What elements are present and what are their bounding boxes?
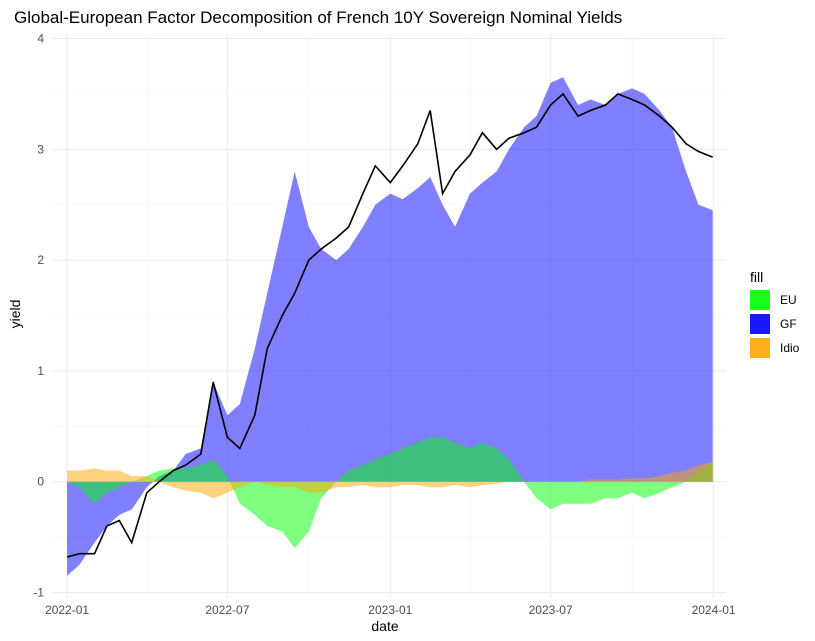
area-idio (67, 461, 713, 499)
y-tick-label: -1 (33, 585, 44, 599)
y-tick-label: 0 (37, 475, 44, 489)
x-tick-label: 2023-07 (529, 603, 573, 617)
x-tick-label: 2023-01 (368, 603, 412, 617)
y-tick-label: 3 (37, 142, 44, 156)
legend-swatch-idio (750, 338, 770, 358)
x-axis-title: date (371, 618, 398, 634)
legend-swatch-gf (750, 314, 770, 334)
y-tick-label: 2 (37, 253, 44, 267)
x-tick-label: 2022-07 (205, 603, 249, 617)
x-tick-label: 2024-01 (692, 603, 736, 617)
yield-line (66, 92, 713, 558)
legend-label-eu: EU (780, 293, 797, 307)
x-tick-label: 2022-01 (45, 603, 89, 617)
legend: fill EU GF Idio (750, 269, 800, 358)
y-tick-label: 4 (37, 32, 44, 46)
y-axis-title: yield (7, 300, 23, 329)
x-axis-ticks: 2022-01 2022-07 2023-01 2023-07 2024-01 (45, 603, 736, 617)
legend-title: fill (750, 269, 763, 285)
yield-line-path (66, 92, 713, 558)
y-tick-label: 1 (37, 364, 44, 378)
legend-label-gf: GF (780, 317, 797, 331)
area-gf (67, 77, 713, 576)
area-eu (67, 437, 713, 549)
legend-label-idio: Idio (780, 341, 800, 355)
area-layers (67, 77, 713, 576)
legend-swatch-eu (750, 290, 770, 310)
y-axis-ticks: -1 0 1 2 3 4 (33, 32, 44, 600)
chart-title: Global-European Factor Decomposition of … (14, 8, 622, 27)
